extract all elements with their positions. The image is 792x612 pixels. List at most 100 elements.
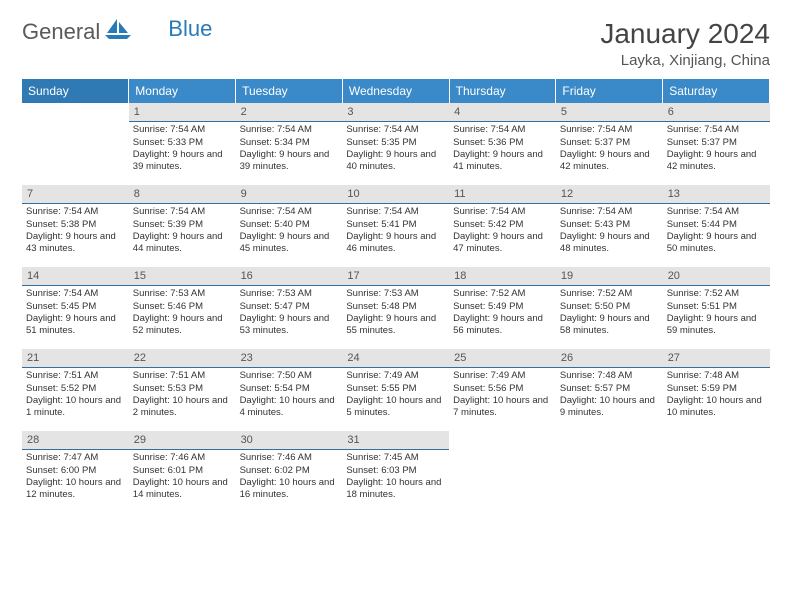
day-details: Sunrise: 7:54 AMSunset: 5:39 PMDaylight:… <box>129 204 236 259</box>
calendar-day-cell: 7Sunrise: 7:54 AMSunset: 5:38 PMDaylight… <box>22 185 129 267</box>
day-details: Sunrise: 7:54 AMSunset: 5:45 PMDaylight:… <box>22 286 129 341</box>
daylight-text: Daylight: 9 hours and 40 minutes. <box>346 149 445 174</box>
sunset-text: Sunset: 5:48 PM <box>346 301 445 313</box>
day-details: Sunrise: 7:46 AMSunset: 6:01 PMDaylight:… <box>129 450 236 505</box>
sunset-text: Sunset: 5:49 PM <box>453 301 552 313</box>
calendar-day-cell <box>22 103 129 185</box>
sunrise-text: Sunrise: 7:46 AM <box>240 452 339 464</box>
sunrise-text: Sunrise: 7:49 AM <box>346 370 445 382</box>
sunrise-text: Sunrise: 7:54 AM <box>240 206 339 218</box>
daylight-text: Daylight: 9 hours and 39 minutes. <box>133 149 232 174</box>
page-header: General Blue January 2024 Layka, Xinjian… <box>22 18 770 69</box>
daylight-text: Daylight: 9 hours and 50 minutes. <box>667 231 766 256</box>
day-number: 20 <box>663 267 770 286</box>
sunrise-text: Sunrise: 7:54 AM <box>667 124 766 136</box>
calendar-day-cell: 20Sunrise: 7:52 AMSunset: 5:51 PMDayligh… <box>663 267 770 349</box>
day-number: 8 <box>129 185 236 204</box>
sunset-text: Sunset: 5:57 PM <box>560 383 659 395</box>
day-details: Sunrise: 7:49 AMSunset: 5:55 PMDaylight:… <box>342 368 449 423</box>
day-number: 23 <box>236 349 343 368</box>
day-number: 19 <box>556 267 663 286</box>
day-details: Sunrise: 7:54 AMSunset: 5:41 PMDaylight:… <box>342 204 449 259</box>
calendar-day-cell: 21Sunrise: 7:51 AMSunset: 5:52 PMDayligh… <box>22 349 129 431</box>
calendar-day-cell: 30Sunrise: 7:46 AMSunset: 6:02 PMDayligh… <box>236 431 343 513</box>
day-number: 9 <box>236 185 343 204</box>
daylight-text: Daylight: 9 hours and 43 minutes. <box>26 231 125 256</box>
sunrise-text: Sunrise: 7:53 AM <box>240 288 339 300</box>
sunrise-text: Sunrise: 7:54 AM <box>26 288 125 300</box>
calendar-week-row: 21Sunrise: 7:51 AMSunset: 5:52 PMDayligh… <box>22 349 770 431</box>
sunset-text: Sunset: 5:45 PM <box>26 301 125 313</box>
sunset-text: Sunset: 5:40 PM <box>240 219 339 231</box>
day-number: 17 <box>342 267 449 286</box>
calendar-day-cell: 10Sunrise: 7:54 AMSunset: 5:41 PMDayligh… <box>342 185 449 267</box>
sunrise-text: Sunrise: 7:52 AM <box>667 288 766 300</box>
day-number: 27 <box>663 349 770 368</box>
daylight-text: Daylight: 9 hours and 42 minutes. <box>667 149 766 174</box>
day-details: Sunrise: 7:54 AMSunset: 5:44 PMDaylight:… <box>663 204 770 259</box>
day-details: Sunrise: 7:47 AMSunset: 6:00 PMDaylight:… <box>22 450 129 505</box>
daylight-text: Daylight: 10 hours and 7 minutes. <box>453 395 552 420</box>
calendar-day-cell: 27Sunrise: 7:48 AMSunset: 5:59 PMDayligh… <box>663 349 770 431</box>
calendar-day-cell: 12Sunrise: 7:54 AMSunset: 5:43 PMDayligh… <box>556 185 663 267</box>
calendar-day-cell: 6Sunrise: 7:54 AMSunset: 5:37 PMDaylight… <box>663 103 770 185</box>
calendar-day-cell: 29Sunrise: 7:46 AMSunset: 6:01 PMDayligh… <box>129 431 236 513</box>
sunrise-text: Sunrise: 7:47 AM <box>26 452 125 464</box>
daylight-text: Daylight: 9 hours and 55 minutes. <box>346 313 445 338</box>
calendar-table: SundayMondayTuesdayWednesdayThursdayFrid… <box>22 79 770 513</box>
day-details: Sunrise: 7:54 AMSunset: 5:43 PMDaylight:… <box>556 204 663 259</box>
sunrise-text: Sunrise: 7:51 AM <box>26 370 125 382</box>
day-number: 16 <box>236 267 343 286</box>
day-details: Sunrise: 7:53 AMSunset: 5:46 PMDaylight:… <box>129 286 236 341</box>
sunrise-text: Sunrise: 7:54 AM <box>133 124 232 136</box>
sunrise-text: Sunrise: 7:54 AM <box>453 124 552 136</box>
weekday-header: Friday <box>556 79 663 103</box>
weekday-header: Saturday <box>663 79 770 103</box>
sunset-text: Sunset: 5:56 PM <box>453 383 552 395</box>
day-details: Sunrise: 7:52 AMSunset: 5:50 PMDaylight:… <box>556 286 663 341</box>
daylight-text: Daylight: 10 hours and 18 minutes. <box>346 477 445 502</box>
calendar-week-row: 7Sunrise: 7:54 AMSunset: 5:38 PMDaylight… <box>22 185 770 267</box>
sunrise-text: Sunrise: 7:52 AM <box>453 288 552 300</box>
sunset-text: Sunset: 5:36 PM <box>453 137 552 149</box>
sunrise-text: Sunrise: 7:52 AM <box>560 288 659 300</box>
calendar-day-cell: 23Sunrise: 7:50 AMSunset: 5:54 PMDayligh… <box>236 349 343 431</box>
daylight-text: Daylight: 10 hours and 14 minutes. <box>133 477 232 502</box>
day-number: 7 <box>22 185 129 204</box>
day-number: 3 <box>342 103 449 122</box>
sunrise-text: Sunrise: 7:50 AM <box>240 370 339 382</box>
calendar-day-cell: 2Sunrise: 7:54 AMSunset: 5:34 PMDaylight… <box>236 103 343 185</box>
daylight-text: Daylight: 9 hours and 53 minutes. <box>240 313 339 338</box>
sunrise-text: Sunrise: 7:51 AM <box>133 370 232 382</box>
brand-blue: Blue <box>168 16 212 42</box>
daylight-text: Daylight: 10 hours and 16 minutes. <box>240 477 339 502</box>
sunset-text: Sunset: 5:43 PM <box>560 219 659 231</box>
calendar-day-cell: 25Sunrise: 7:49 AMSunset: 5:56 PMDayligh… <box>449 349 556 431</box>
calendar-day-cell <box>663 431 770 513</box>
brand-logo: General Blue <box>22 18 212 45</box>
day-details: Sunrise: 7:51 AMSunset: 5:52 PMDaylight:… <box>22 368 129 423</box>
daylight-text: Daylight: 9 hours and 42 minutes. <box>560 149 659 174</box>
daylight-text: Daylight: 9 hours and 39 minutes. <box>240 149 339 174</box>
day-details: Sunrise: 7:50 AMSunset: 5:54 PMDaylight:… <box>236 368 343 423</box>
calendar-day-cell: 1Sunrise: 7:54 AMSunset: 5:33 PMDaylight… <box>129 103 236 185</box>
day-number: 10 <box>342 185 449 204</box>
day-number: 26 <box>556 349 663 368</box>
sunrise-text: Sunrise: 7:54 AM <box>560 124 659 136</box>
day-number: 15 <box>129 267 236 286</box>
location: Layka, Xinjiang, China <box>600 52 770 69</box>
calendar-week-row: 1Sunrise: 7:54 AMSunset: 5:33 PMDaylight… <box>22 103 770 185</box>
daylight-text: Daylight: 10 hours and 5 minutes. <box>346 395 445 420</box>
day-number: 21 <box>22 349 129 368</box>
calendar-day-cell: 15Sunrise: 7:53 AMSunset: 5:46 PMDayligh… <box>129 267 236 349</box>
sunset-text: Sunset: 5:37 PM <box>560 137 659 149</box>
sunrise-text: Sunrise: 7:48 AM <box>667 370 766 382</box>
sunset-text: Sunset: 6:02 PM <box>240 465 339 477</box>
sunset-text: Sunset: 5:34 PM <box>240 137 339 149</box>
day-number: 11 <box>449 185 556 204</box>
sunset-text: Sunset: 6:03 PM <box>346 465 445 477</box>
calendar-day-cell: 19Sunrise: 7:52 AMSunset: 5:50 PMDayligh… <box>556 267 663 349</box>
sunrise-text: Sunrise: 7:54 AM <box>346 206 445 218</box>
day-details: Sunrise: 7:53 AMSunset: 5:47 PMDaylight:… <box>236 286 343 341</box>
calendar-day-cell: 11Sunrise: 7:54 AMSunset: 5:42 PMDayligh… <box>449 185 556 267</box>
